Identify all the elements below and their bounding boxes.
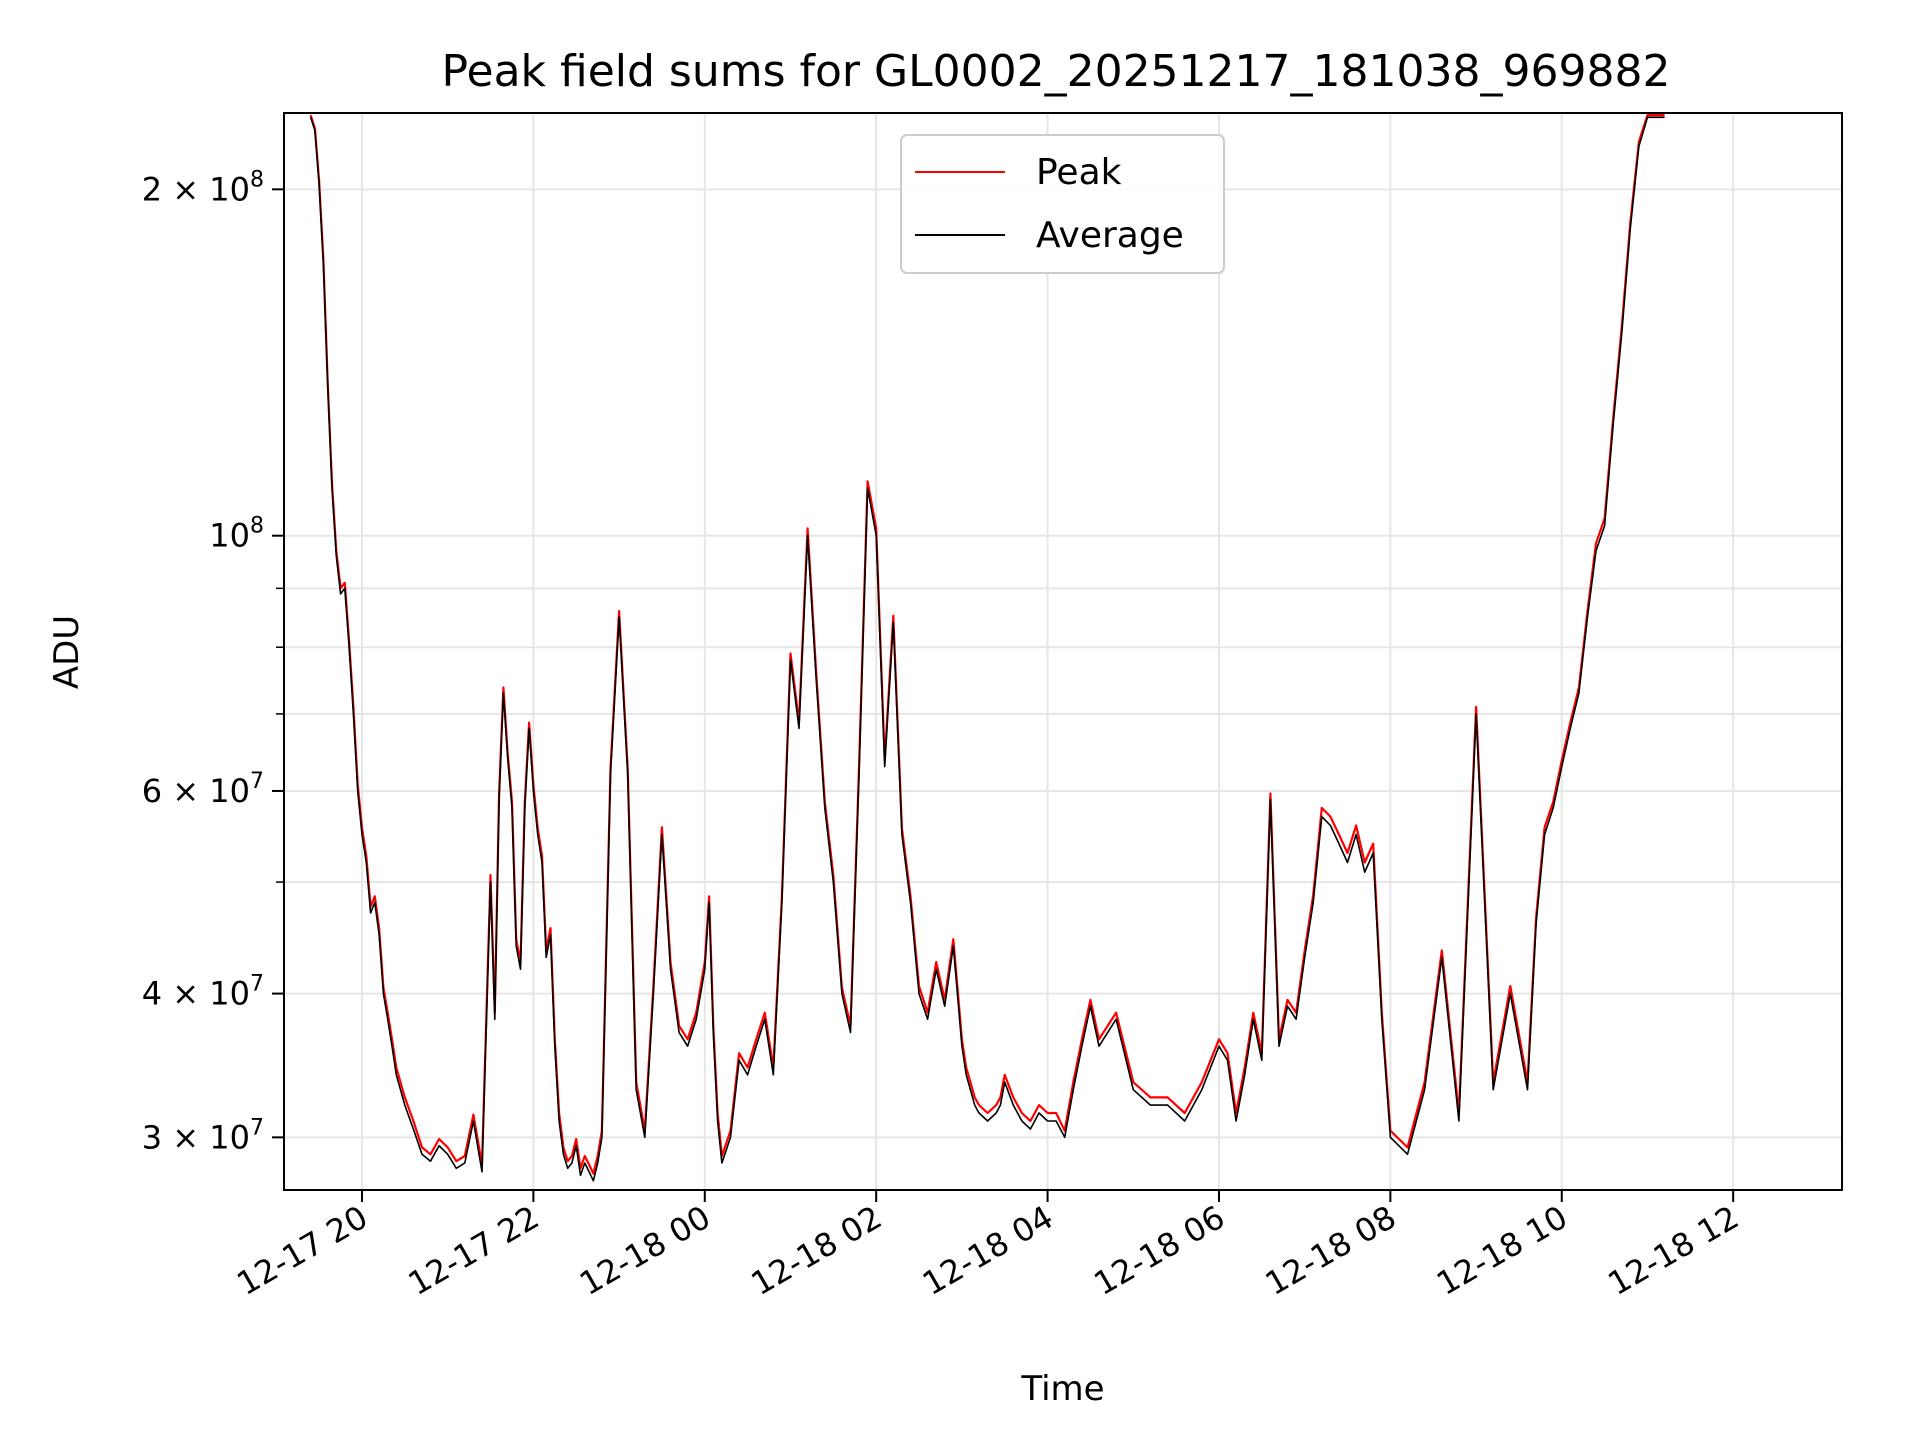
y-tick-label: 108 xyxy=(209,514,264,555)
y-tick-label: 2 × 108 xyxy=(142,167,264,208)
series-line-average xyxy=(309,116,1665,1182)
legend-label-average: Average xyxy=(1036,215,1184,256)
legend-box xyxy=(900,134,1225,274)
series-layer xyxy=(309,114,1665,1182)
y-tick-label: 6 × 107 xyxy=(142,769,264,810)
x-axis-label: Time xyxy=(1020,1369,1104,1409)
y-tick-label: 4 × 107 xyxy=(142,972,264,1013)
y-tick-label: 3 × 107 xyxy=(142,1115,264,1156)
grid xyxy=(284,113,1842,1190)
plot-frame xyxy=(283,112,1843,1191)
legend-label-peak: Peak xyxy=(1036,152,1122,193)
y-axis-label: ADU xyxy=(47,615,87,689)
y-axis-ticks: 3 × 107 4 × 107 6 × 107 108 2 × 108 xyxy=(142,167,284,1156)
legend: Peak Average xyxy=(900,134,1225,274)
chart-title: Peak field sums for GL0002_20251217_1810… xyxy=(442,46,1671,97)
